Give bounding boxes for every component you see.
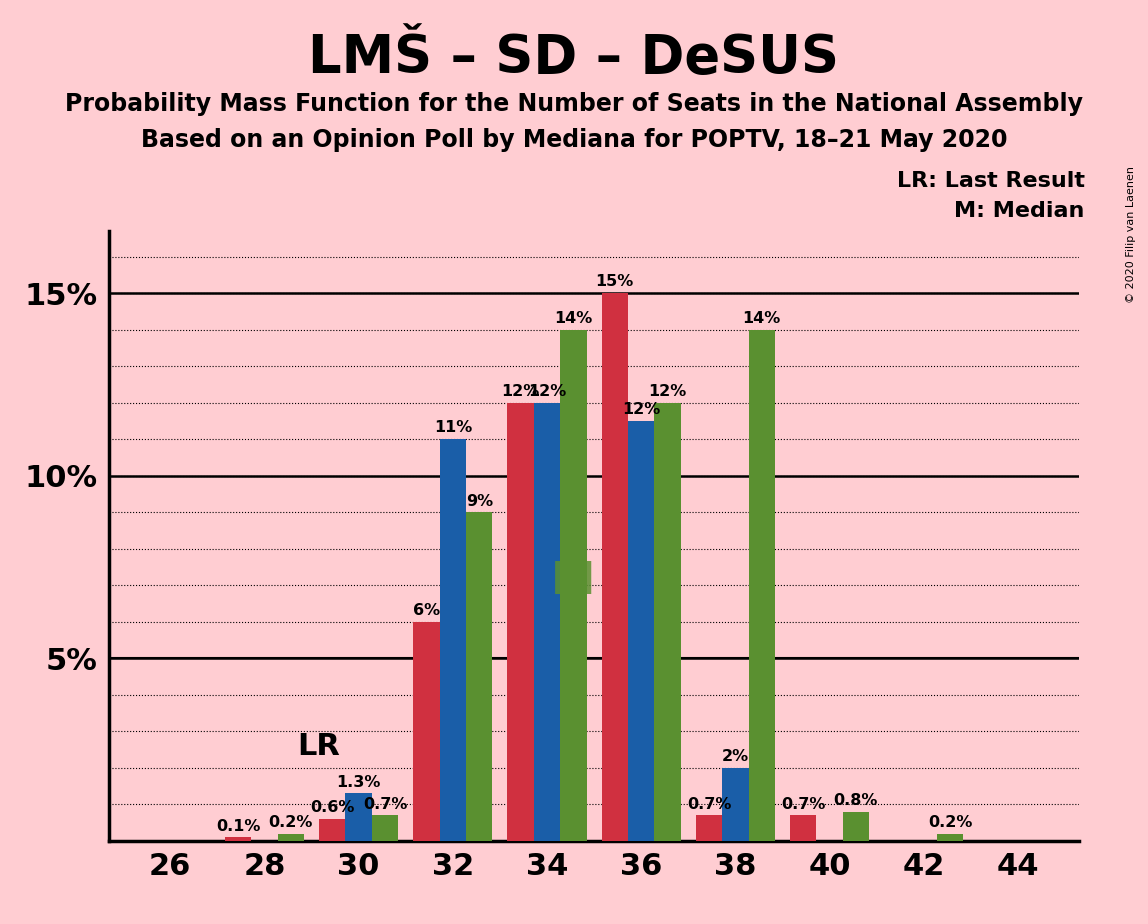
Text: 12%: 12% xyxy=(528,384,566,399)
Bar xyxy=(560,330,587,841)
Text: 0.2%: 0.2% xyxy=(928,815,972,830)
Text: Based on an Opinion Poll by Mediana for POPTV, 18–21 May 2020: Based on an Opinion Poll by Mediana for … xyxy=(141,128,1007,152)
Text: 15%: 15% xyxy=(596,274,634,289)
Bar xyxy=(696,815,722,841)
Bar xyxy=(602,293,628,841)
Bar xyxy=(346,794,372,841)
Bar xyxy=(628,421,654,841)
Text: 11%: 11% xyxy=(434,420,472,435)
Text: 0.2%: 0.2% xyxy=(269,815,313,830)
Bar xyxy=(790,815,816,841)
Text: M: M xyxy=(551,561,596,603)
Bar xyxy=(319,819,346,841)
Text: 0.1%: 0.1% xyxy=(216,819,261,833)
Bar xyxy=(466,512,492,841)
Text: 6%: 6% xyxy=(413,603,440,618)
Text: 0.7%: 0.7% xyxy=(687,796,731,811)
Bar xyxy=(225,837,251,841)
Text: LR: Last Result: LR: Last Result xyxy=(897,171,1085,191)
Bar xyxy=(440,439,466,841)
Text: 12%: 12% xyxy=(502,384,540,399)
Bar xyxy=(372,815,398,841)
Text: 0.7%: 0.7% xyxy=(363,796,408,811)
Text: 0.6%: 0.6% xyxy=(310,800,355,815)
Text: 12%: 12% xyxy=(622,402,660,418)
Bar xyxy=(748,330,775,841)
Text: 0.8%: 0.8% xyxy=(833,793,878,808)
Bar xyxy=(722,768,748,841)
Text: Probability Mass Function for the Number of Seats in the National Assembly: Probability Mass Function for the Number… xyxy=(65,92,1083,116)
Bar xyxy=(534,403,560,841)
Text: 14%: 14% xyxy=(554,311,592,326)
Text: © 2020 Filip van Laenen: © 2020 Filip van Laenen xyxy=(1126,166,1135,303)
Bar xyxy=(654,403,681,841)
Text: 2%: 2% xyxy=(722,749,748,764)
Text: 14%: 14% xyxy=(743,311,781,326)
Bar xyxy=(507,403,534,841)
Text: 1.3%: 1.3% xyxy=(336,774,381,790)
Bar xyxy=(843,811,869,841)
Text: LR: LR xyxy=(297,732,340,760)
Text: 12%: 12% xyxy=(649,384,687,399)
Bar xyxy=(413,622,440,841)
Text: LMŠ – SD – DeSUS: LMŠ – SD – DeSUS xyxy=(309,32,839,84)
Text: 0.7%: 0.7% xyxy=(781,796,825,811)
Text: M: Median: M: Median xyxy=(954,201,1085,222)
Bar xyxy=(278,833,304,841)
Bar xyxy=(937,833,963,841)
Text: 9%: 9% xyxy=(466,493,492,508)
